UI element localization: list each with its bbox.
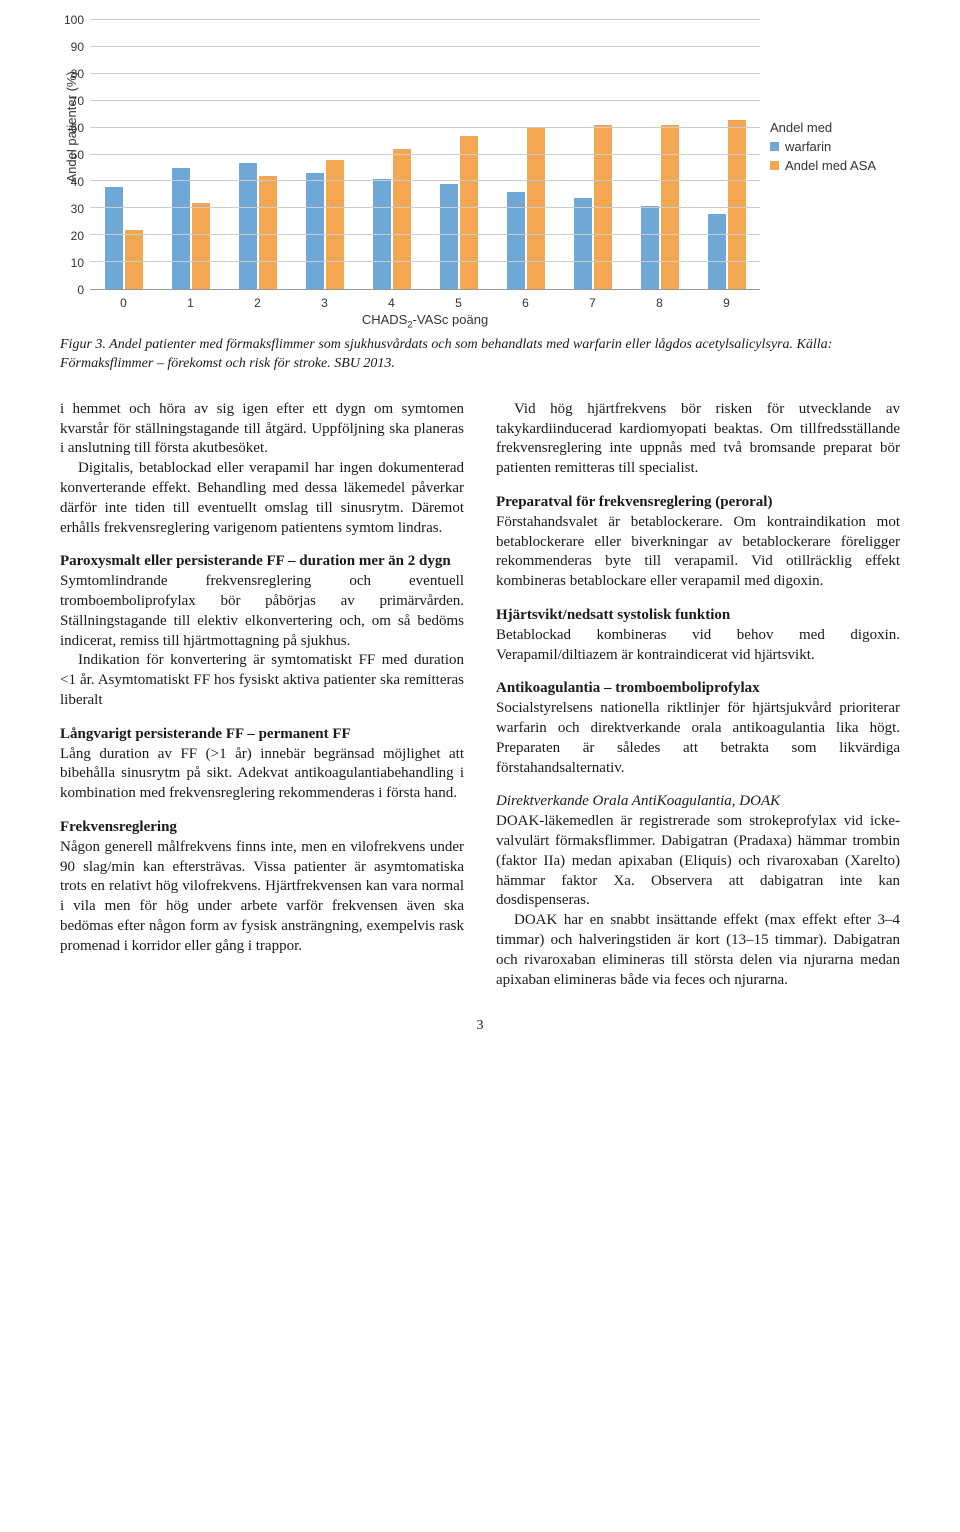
- y-tick: 0: [77, 283, 84, 297]
- paragraph: DOAK har en snabbt insättande effekt (ma…: [496, 911, 900, 990]
- y-tick: 20: [71, 229, 84, 243]
- x-tick: 6: [492, 296, 559, 310]
- bar: [440, 184, 458, 289]
- body-text: i hemmet och höra av sig igen efter ett …: [60, 400, 900, 991]
- paragraph: Förstahandsvalet är betablockerare. Om k…: [496, 513, 900, 592]
- bar-group: [693, 20, 760, 289]
- legend-swatch: [770, 142, 779, 151]
- x-axis-label: CHADS2-VASc poäng: [90, 312, 760, 330]
- legend-item: warfarin: [770, 139, 900, 154]
- bar-group: [492, 20, 559, 289]
- bar-group: [291, 20, 358, 289]
- x-tick: 8: [626, 296, 693, 310]
- bar-group: [90, 20, 157, 289]
- x-tick: 7: [559, 296, 626, 310]
- bar: [239, 163, 257, 289]
- x-tick: 2: [224, 296, 291, 310]
- bar: [172, 168, 190, 289]
- bar: [326, 160, 344, 289]
- bar-group: [425, 20, 492, 289]
- paragraph: Betablockad kombineras vid behov med dig…: [496, 626, 900, 666]
- legend-label: Andel med ASA: [785, 158, 876, 173]
- bar: [306, 173, 324, 289]
- y-tick: 30: [71, 202, 84, 216]
- page-number: 3: [60, 1018, 900, 1034]
- x-tick: 1: [157, 296, 224, 310]
- figure-caption: Figur 3. Andel patienter med förmaksflim…: [60, 336, 900, 374]
- paragraph: Lång duration av FF (>1 år) innebär begr…: [60, 745, 464, 804]
- legend-swatch: [770, 161, 779, 170]
- x-tick: 0: [90, 296, 157, 310]
- y-tick: 90: [71, 40, 84, 54]
- y-axis: 0102030405060708090100: [60, 20, 88, 290]
- bar-group: [626, 20, 693, 289]
- legend-item: Andel med ASA: [770, 158, 900, 173]
- chart-bars: [90, 20, 760, 289]
- bar-group: [157, 20, 224, 289]
- y-tick: 70: [71, 94, 84, 108]
- paragraph: Symtomlindrande frekvensreglering och ev…: [60, 572, 464, 651]
- bar-group: [224, 20, 291, 289]
- bar: [105, 187, 123, 289]
- bar: [460, 136, 478, 289]
- bar-group: [358, 20, 425, 289]
- heading: Långvarigt persisterande FF – permanent …: [60, 725, 464, 745]
- subheading-italic: Direktverkande Orala AntiKoagulantia, DO…: [496, 792, 900, 812]
- heading: Antikoagulantia – tromboemboliprofylax: [496, 679, 900, 699]
- x-tick: 3: [291, 296, 358, 310]
- y-tick: 10: [71, 256, 84, 270]
- paragraph: i hemmet och höra av sig igen efter ett …: [60, 400, 464, 459]
- y-tick: 80: [71, 67, 84, 81]
- y-tick: 50: [71, 148, 84, 162]
- x-tick: 4: [358, 296, 425, 310]
- y-tick: 100: [64, 13, 84, 27]
- bar: [192, 203, 210, 289]
- bar: [708, 214, 726, 289]
- paragraph: Någon generell målfrekvens finns inte, m…: [60, 838, 464, 957]
- x-tick: 9: [693, 296, 760, 310]
- heading: Preparatval för frekvensreglering (peror…: [496, 493, 900, 513]
- heading: Frekvensreglering: [60, 818, 464, 838]
- paragraph: DOAK-läkemedlen är registrerade som stro…: [496, 812, 900, 911]
- chart-legend: Andel med warfarin Andel med ASA: [770, 120, 900, 177]
- legend-label: warfarin: [785, 139, 831, 154]
- paragraph: Socialstyrelsens nationella riktlinjer f…: [496, 699, 900, 778]
- heading: Hjärtsvikt/nedsatt systolisk funktion: [496, 606, 900, 626]
- x-tick: 5: [425, 296, 492, 310]
- bar-chart: Andel patienter (%) 01020304050607080901…: [60, 20, 900, 330]
- bar-group: [559, 20, 626, 289]
- bar: [728, 120, 746, 289]
- bar: [259, 176, 277, 289]
- bar: [393, 149, 411, 289]
- legend-title: Andel med: [770, 120, 900, 135]
- y-tick: 60: [71, 121, 84, 135]
- y-tick: 40: [71, 175, 84, 189]
- paragraph: Indikation för konvertering är symtomati…: [60, 651, 464, 710]
- bar: [641, 206, 659, 289]
- bar: [125, 230, 143, 289]
- heading: Paroxysmalt eller persisterande FF – dur…: [60, 552, 464, 572]
- bar: [574, 198, 592, 289]
- paragraph: Digitalis, betablockad eller verapamil h…: [60, 459, 464, 538]
- chart-plot: [90, 20, 760, 290]
- paragraph: Vid hög hjärtfrekvens bör risken för utv…: [496, 400, 900, 479]
- x-axis: 0123456789: [90, 296, 760, 310]
